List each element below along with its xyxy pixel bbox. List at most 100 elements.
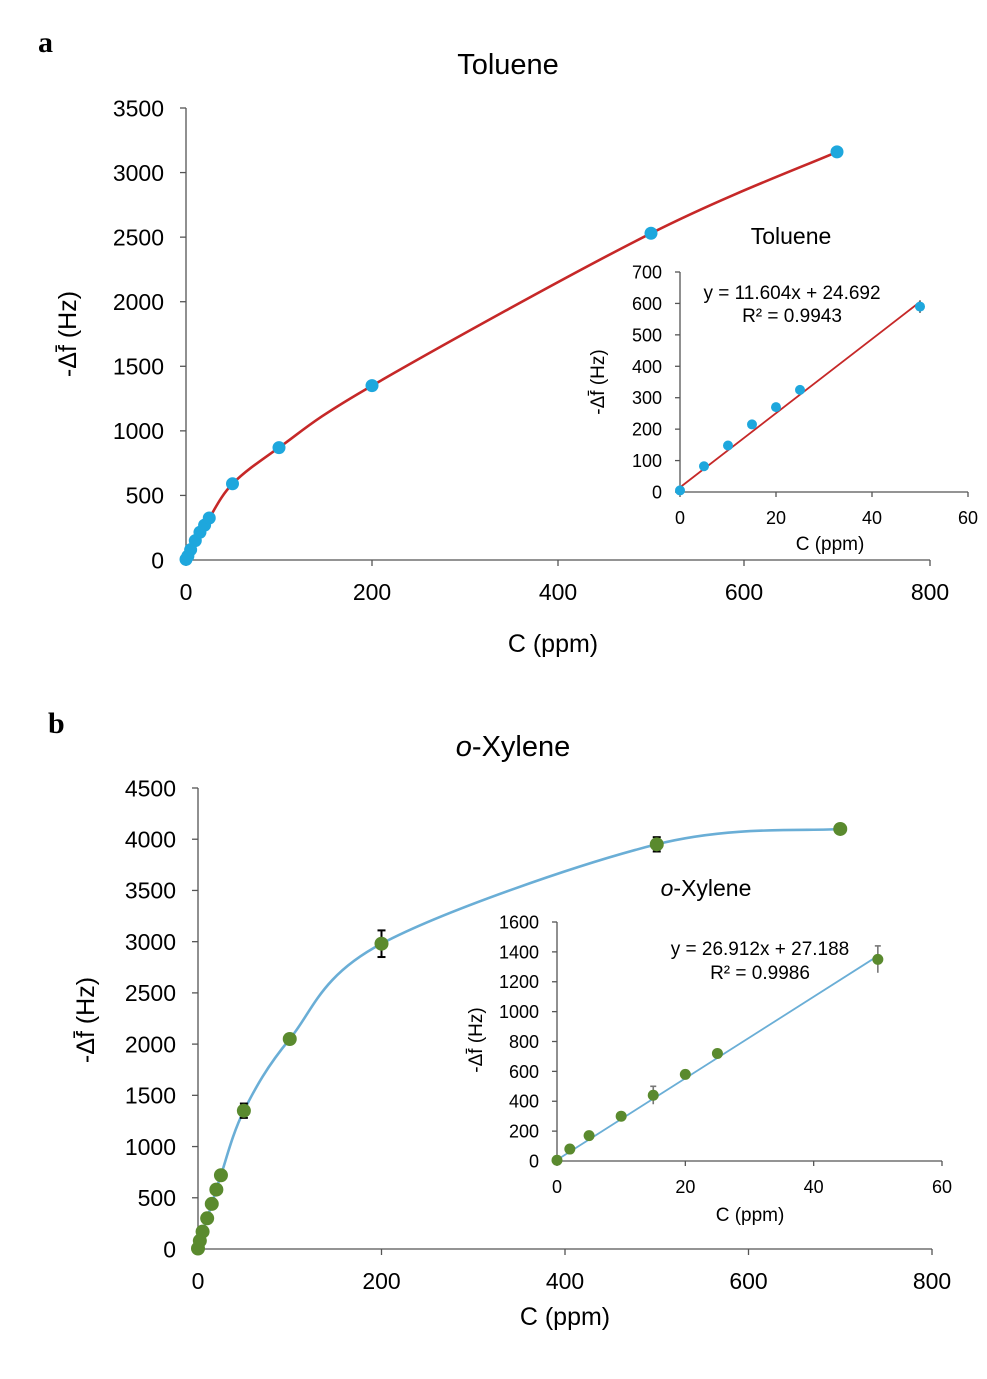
chart-a-x-tick-label: 200 [353,579,391,605]
inset-b-data-point [647,1089,659,1101]
inset-a-data-point [747,419,757,430]
inset-b-y-tick-label: 800 [509,1032,539,1052]
chart-a-y-tick-label: 3500 [113,95,164,121]
chart-a-data-point [226,477,239,491]
inset-a-y-tick-label: 400 [632,357,662,377]
chart-b-x-tick-label: 800 [913,1268,951,1294]
inset-a-data-point [699,461,709,472]
chart-a-y-tick-label: 500 [126,483,164,509]
chart-a-y-tick-label: 1000 [113,418,164,444]
inset-b-y-tick-label: 1000 [499,1002,539,1022]
chart-b-x-tick-label: 600 [729,1268,767,1294]
inset-a-y-tick-label: 600 [632,294,662,314]
inset-b-data-point [615,1110,627,1122]
chart-a-title: Toluene [457,49,559,81]
inset-b-group: 0 200 400 600 800 1000 1200 1400 1600 0 20 40 60 C (p… [466,912,952,1226]
inset-a-x-tick-label: 20 [766,508,786,528]
inset-b-data-point [583,1130,595,1142]
chart-b-x-axis-label: C (ppm) [520,1303,610,1331]
inset-b-data-point [679,1068,691,1080]
inset-a-r2: R² = 0.9943 [742,306,842,327]
chart-a-y-tick-label: 2000 [113,289,164,315]
chart-a-data-point [644,226,658,240]
chart-b-data-point [213,1168,228,1183]
inset-a-x-tick-label: 60 [958,508,978,528]
chart-b-x-tick-label: 200 [362,1268,400,1294]
chart-a-data-point [202,511,216,525]
inset-b-x-tick-label: 60 [932,1177,952,1197]
chart-b-data-point [833,821,848,836]
chart-a-data-point [272,441,286,455]
chart-a-y-tick-label: 0 [151,547,164,573]
chart-a-y-tick-label: 2500 [113,224,164,250]
chart-b-title-suffix: -Xylene [472,731,570,763]
inset-b-x-axis-label: C (ppm) [716,1205,785,1226]
inset-b-y-tick-label: 1200 [499,972,539,992]
chart-a-y-tick-label: 3000 [113,160,164,186]
inset-b-y-tick-label: 1400 [499,942,539,962]
chart-a-data-point [365,379,379,393]
inset-b-data-point [711,1047,723,1059]
inset-a-x-tick-label: 40 [862,508,882,528]
inset-a-data-point [771,402,781,413]
chart-b-data-point [374,936,389,951]
inset-a-x-tick-label: 0 [675,508,685,528]
chart-a-x-tick-label: 0 [180,579,193,605]
inset-b-x-tick-label: 40 [804,1177,824,1197]
inset-b-title-suffix: -Xylene [673,875,751,901]
chart-b-data-point [195,1224,210,1239]
inset-b-y-tick-label: 600 [509,1062,539,1082]
inset-a-y-tick-label: 0 [652,482,662,502]
inset-a-data-point [795,384,805,395]
panel-label-b: b [48,707,65,740]
inset-a-y-tick-label: 500 [632,325,662,345]
chart-b-x-tick-label: 400 [546,1268,584,1294]
chart-b-y-tick-label: 3500 [125,878,176,904]
chart-b-data-point [204,1196,219,1211]
chart-b-title: o-Xylene [456,731,570,763]
chart-b-y-tick-label: 3000 [125,929,176,955]
inset-b-title-prefix: o [661,875,674,901]
chart-a-x-axis-label: C (ppm) [508,630,598,658]
inset-a-y-tick-label: 200 [632,420,662,440]
inset-b-x-tick-label: 0 [552,1177,562,1197]
inset-a-title: Toluene [751,223,832,249]
chart-b-y-tick-label: 1000 [125,1134,176,1160]
chart-b-data-point [200,1211,215,1226]
inset-a-y-tick-label: 700 [632,262,662,282]
inset-a-y-tick-label: 300 [632,388,662,408]
chart-b-y-tick-label: 4000 [125,827,176,853]
inset-a-data-point [915,301,925,312]
inset-b-y-tick-label: 200 [509,1122,539,1142]
chart-b-data-point [282,1031,297,1046]
chart-b-data-point [649,837,664,852]
inset-b-equation: y = 26.912x + 27.188 [671,939,850,960]
chart-a-fit-curve [184,150,838,561]
inset-b-data-point [564,1143,576,1155]
inset-a-equation: y = 11.604x + 24.692 [703,283,880,304]
inset-b-y-tick-label: 1600 [499,912,539,932]
chart-b-y-axis-label: -Δf̄ (Hz) [72,977,100,1063]
chart-a-x-tick-label: 400 [539,579,577,605]
inset-b-data-point [551,1154,563,1166]
chart-b-y-tick-label: 0 [163,1236,176,1262]
chart-b-title-prefix: o [456,731,472,763]
inset-b-data-point [872,953,884,965]
inset-b-y-axis-label: -Δf̄ (Hz) [466,1007,487,1072]
chart-b-y-tick-label: 1500 [125,1083,176,1109]
panel-label-a: a [38,26,53,59]
inset-a-data-point [723,440,733,451]
chart-a-y-axis-label: -Δf̄ (Hz) [54,291,82,377]
chart-b-data-point [236,1103,251,1118]
chart-a-x-tick-label: 600 [725,579,763,605]
chart-b-x-tick-label: 0 [192,1268,205,1294]
chart-b-y-tick-label: 2000 [125,1031,176,1057]
inset-a-y-tick-label: 100 [632,451,662,471]
inset-a-data-point [675,485,685,496]
inset-b-y-tick-label: 0 [529,1151,539,1171]
inset-a-group: 0 100 200 300 400 500 600 700 0 20 40 60 C (ppm) -Δf̄… [588,262,978,555]
inset-a-x-axis-label: C (ppm) [796,534,865,555]
